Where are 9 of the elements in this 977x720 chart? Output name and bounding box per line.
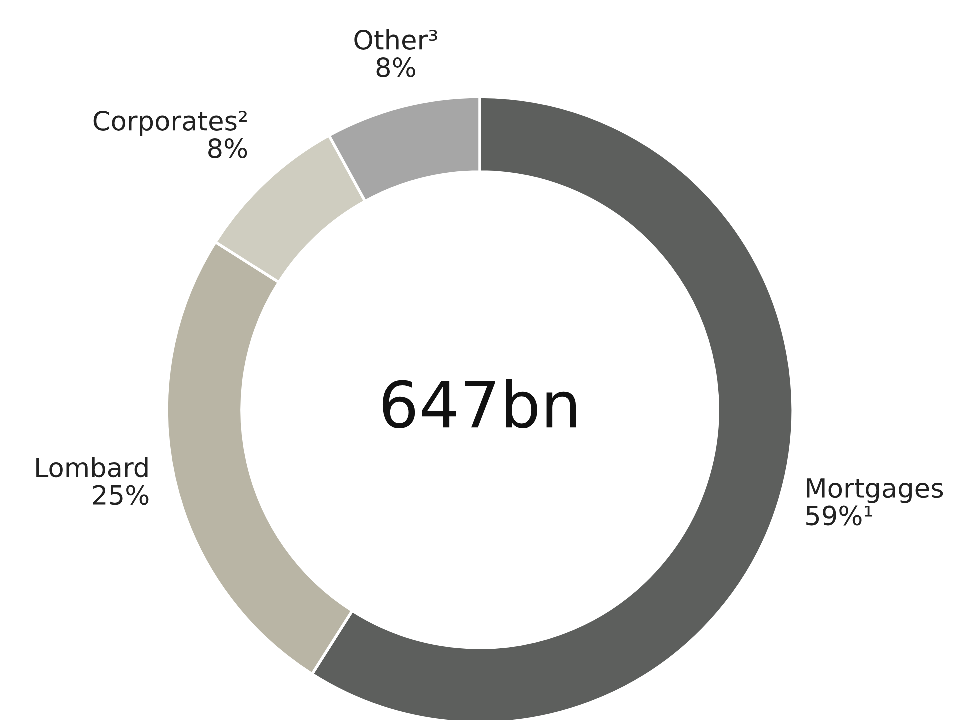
data-label: 25% bbox=[93, 485, 149, 506]
slice-label: Corporates² bbox=[94, 110, 247, 136]
text: 647bn bbox=[382, 379, 576, 429]
data-label: 59%¹ bbox=[806, 506, 872, 526]
slice-label: Lombard bbox=[36, 457, 148, 478]
slice-label: Mortgages bbox=[807, 478, 944, 504]
data-label: 8% bbox=[376, 58, 416, 78]
data-label: 8% bbox=[208, 138, 248, 158]
slice-label: Other³ bbox=[354, 30, 438, 50]
